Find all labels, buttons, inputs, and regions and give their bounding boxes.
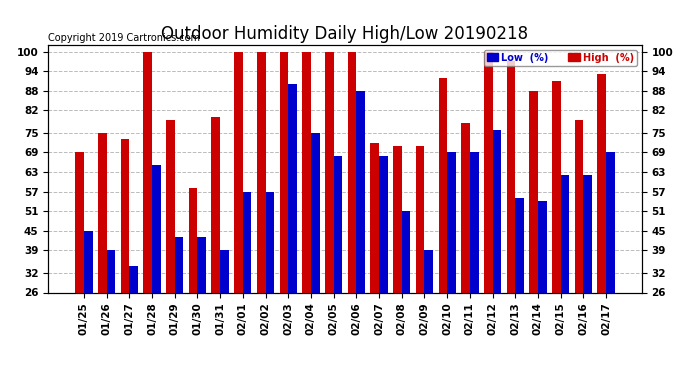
Bar xyxy=(493,130,501,292)
Bar xyxy=(197,237,206,292)
Bar xyxy=(257,51,266,292)
Bar xyxy=(75,153,84,292)
Bar xyxy=(144,51,152,292)
Bar xyxy=(129,267,138,292)
Bar xyxy=(266,192,274,292)
Bar xyxy=(234,51,243,292)
Title: Outdoor Humidity Daily High/Low 20190218: Outdoor Humidity Daily High/Low 20190218 xyxy=(161,26,529,44)
Bar xyxy=(189,188,197,292)
Bar xyxy=(311,133,319,292)
Bar xyxy=(121,140,129,292)
Bar xyxy=(606,153,615,292)
Bar xyxy=(220,250,229,292)
Text: Copyright 2019 Cartronics.com: Copyright 2019 Cartronics.com xyxy=(48,33,200,42)
Bar xyxy=(447,153,456,292)
Bar xyxy=(106,250,115,292)
Bar xyxy=(175,237,184,292)
Bar xyxy=(439,78,447,292)
Bar xyxy=(212,117,220,292)
Bar xyxy=(598,74,606,292)
Bar xyxy=(379,156,388,292)
Bar xyxy=(561,175,569,292)
Bar xyxy=(575,120,584,292)
Bar xyxy=(484,51,493,292)
Bar xyxy=(529,91,538,292)
Bar xyxy=(84,231,92,292)
Bar xyxy=(152,165,161,292)
Bar xyxy=(584,175,592,292)
Bar xyxy=(356,91,365,292)
Bar xyxy=(98,133,106,292)
Bar xyxy=(538,201,546,292)
Bar xyxy=(288,84,297,292)
Bar xyxy=(416,146,424,292)
Bar xyxy=(470,153,478,292)
Bar xyxy=(334,156,342,292)
Bar xyxy=(424,250,433,292)
Bar xyxy=(461,123,470,292)
Bar xyxy=(166,120,175,292)
Bar xyxy=(348,51,356,292)
Legend: Low  (%), High  (%): Low (%), High (%) xyxy=(484,50,637,66)
Bar xyxy=(302,51,311,292)
Bar xyxy=(515,198,524,292)
Bar xyxy=(371,143,379,292)
Bar xyxy=(393,146,402,292)
Bar xyxy=(279,51,288,292)
Bar xyxy=(506,61,515,292)
Bar xyxy=(552,81,561,292)
Bar xyxy=(402,211,411,292)
Bar xyxy=(325,51,334,292)
Bar xyxy=(243,192,251,292)
